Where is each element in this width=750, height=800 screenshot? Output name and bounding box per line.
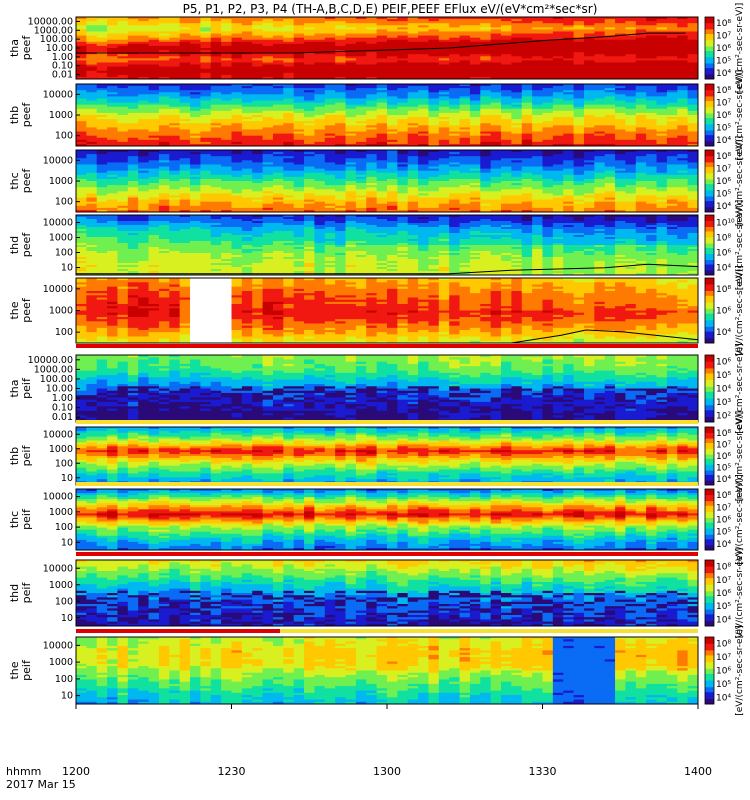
figure: P5, P1, P2, P3, P4 (TH-A,B,C,D,E) PEIF,P… — [0, 0, 750, 800]
panels-group: 10000.001000.00100.0010.001.000.100.01th… — [8, 3, 745, 716]
panel-label-product: peef — [20, 35, 33, 61]
colorbar-tick-label: 10⁶ — [716, 44, 731, 54]
panel-tha-peef: 10000.001000.00100.0010.001.000.100.01th… — [8, 3, 745, 94]
colorbar-tick-label: 10⁵ — [716, 56, 731, 66]
chart-title: P5, P1, P2, P3, P4 (TH-A,B,C,D,E) PEIF,P… — [183, 2, 598, 16]
colorbar-tick-label: 10⁷ — [716, 32, 731, 42]
y-tick-label: 0.01 — [52, 70, 73, 81]
colorbar-tick-label: 10⁸ — [716, 19, 731, 29]
colorbar-tick-label: 10⁴ — [716, 69, 731, 79]
